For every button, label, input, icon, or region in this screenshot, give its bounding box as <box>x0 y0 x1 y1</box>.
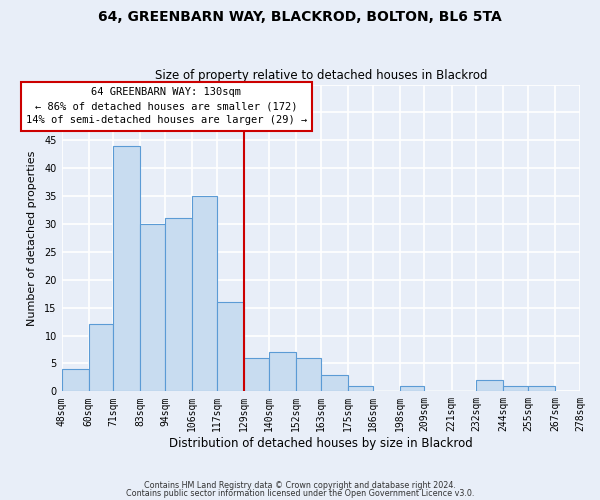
Bar <box>296 358 321 392</box>
Bar <box>348 386 373 392</box>
Bar <box>193 196 217 392</box>
Bar <box>165 218 193 392</box>
Y-axis label: Number of detached properties: Number of detached properties <box>28 150 37 326</box>
Text: 64 GREENBARN WAY: 130sqm
← 86% of detached houses are smaller (172)
14% of semi-: 64 GREENBARN WAY: 130sqm ← 86% of detach… <box>26 88 307 126</box>
Bar <box>269 352 296 392</box>
Bar <box>217 302 244 392</box>
Title: Size of property relative to detached houses in Blackrod: Size of property relative to detached ho… <box>155 69 487 82</box>
Text: Contains public sector information licensed under the Open Government Licence v3: Contains public sector information licen… <box>126 488 474 498</box>
Text: Contains HM Land Registry data © Crown copyright and database right 2024.: Contains HM Land Registry data © Crown c… <box>144 481 456 490</box>
Bar <box>400 386 424 392</box>
Bar <box>321 374 348 392</box>
Bar <box>528 386 555 392</box>
X-axis label: Distribution of detached houses by size in Blackrod: Distribution of detached houses by size … <box>169 437 473 450</box>
Bar <box>503 386 528 392</box>
Bar <box>476 380 503 392</box>
Bar <box>62 369 89 392</box>
Bar <box>140 224 165 392</box>
Bar <box>244 358 269 392</box>
Text: 64, GREENBARN WAY, BLACKROD, BOLTON, BL6 5TA: 64, GREENBARN WAY, BLACKROD, BOLTON, BL6… <box>98 10 502 24</box>
Bar <box>113 146 140 392</box>
Bar <box>89 324 113 392</box>
